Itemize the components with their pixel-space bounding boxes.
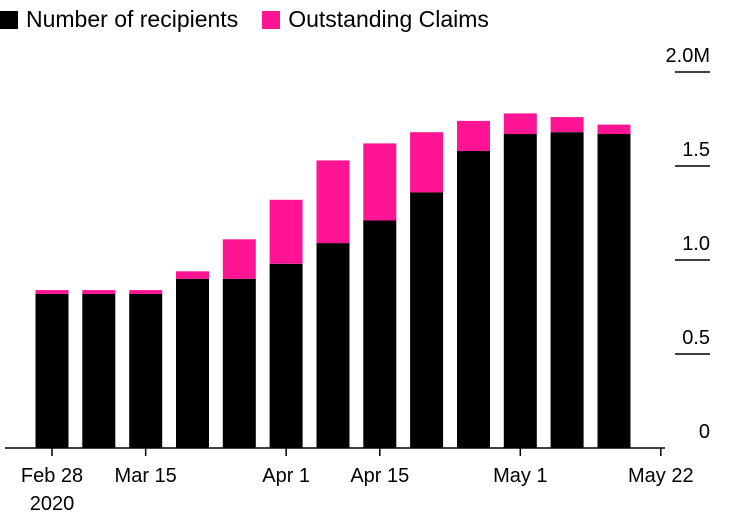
bar-recipients-4 (222, 278, 256, 448)
y-tick-label-4: 2.0M (666, 45, 710, 67)
bar-outstanding-claims-12 (597, 124, 631, 134)
chart-legend: Number of recipients Outstanding Claims (0, 6, 513, 33)
bar-recipients-0 (35, 293, 69, 448)
legend-swatch-recipients (0, 10, 18, 29)
x-tick-label-4: May 1 (493, 465, 547, 487)
bar-recipients-12 (597, 134, 631, 448)
x-tick-sublabel-0: 2020 (30, 493, 75, 515)
x-tick-label-3: Apr 15 (350, 465, 409, 487)
bar-recipients-5 (269, 263, 303, 448)
bar-recipients-1 (82, 293, 116, 448)
bar-outstanding-claims-0 (35, 290, 69, 294)
bar-recipients-9 (457, 151, 490, 448)
legend-item-outstanding-claims: Outstanding Claims (262, 6, 489, 33)
bar-outstanding-claims-6 (316, 160, 350, 244)
x-tick-label-5: May 22 (628, 465, 694, 487)
bar-outstanding-claims-7 (363, 143, 397, 221)
bar-recipients-6 (316, 243, 350, 448)
y-tick-label-2: 1.0 (682, 233, 710, 255)
legend-label-outstanding-claims: Outstanding Claims (288, 6, 489, 32)
bar-recipients-8 (410, 192, 444, 448)
bar-recipients-7 (363, 220, 397, 448)
bar-recipients-3 (176, 278, 209, 448)
y-tick-label-3: 1.5 (682, 139, 710, 161)
x-tick-label-2: Apr 1 (262, 465, 310, 487)
bar-outstanding-claims-10 (503, 113, 537, 135)
bar-outstanding-claims-4 (222, 239, 256, 279)
bar-outstanding-claims-5 (269, 199, 303, 264)
x-tick-label-0: Feb 28 (21, 465, 83, 487)
bar-outstanding-claims-11 (550, 117, 584, 133)
bar-recipients-10 (503, 134, 537, 448)
bar-recipients-11 (550, 132, 584, 448)
y-tick-label-1: 0.5 (682, 327, 710, 349)
bar-recipients-2 (129, 293, 163, 448)
bar-outstanding-claims-3 (176, 271, 209, 279)
bar-outstanding-claims-9 (457, 120, 490, 151)
x-tick-label-1: Mar 15 (115, 465, 177, 487)
bar-outstanding-claims-8 (410, 132, 444, 193)
legend-swatch-outstanding-claims (262, 10, 281, 29)
bar-outstanding-claims-2 (129, 290, 163, 294)
legend-item-recipients: Number of recipients (0, 6, 238, 33)
legend-label-recipients: Number of recipients (26, 6, 239, 32)
bar-outstanding-claims-1 (82, 290, 116, 294)
y-tick-label-0: 0 (699, 421, 710, 443)
